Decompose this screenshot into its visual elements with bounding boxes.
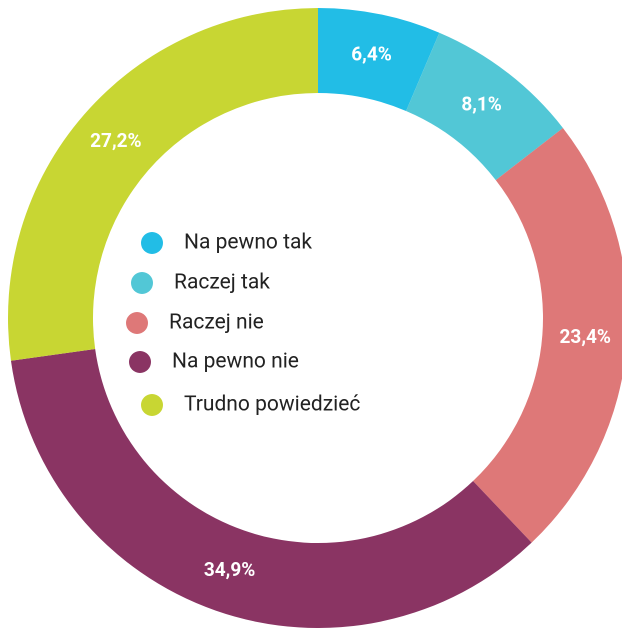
value-label: 27,2% — [90, 129, 141, 152]
donut-segment — [7, 8, 318, 361]
donut-segment — [10, 349, 532, 628]
value-label: 34,9% — [204, 558, 255, 581]
legend-label: Raczej nie — [169, 311, 264, 335]
legend-marker — [141, 394, 163, 416]
donut-segment — [473, 127, 622, 543]
legend-marker — [129, 351, 151, 373]
legend-label: Raczej tak — [174, 271, 270, 295]
donut-segment — [406, 32, 563, 181]
legend-marker — [141, 232, 163, 254]
value-label: 8,1% — [461, 93, 502, 116]
legend-label: Trudno powiedzieć — [184, 393, 360, 417]
value-label: 23,4% — [560, 325, 611, 348]
value-label: 6,4% — [351, 42, 392, 65]
donut-segment — [318, 8, 440, 111]
legend-label: Na pewno tak — [184, 231, 312, 255]
legend-marker — [131, 272, 153, 294]
legend-marker — [126, 312, 148, 334]
legend-label: Na pewno nie — [172, 350, 299, 374]
